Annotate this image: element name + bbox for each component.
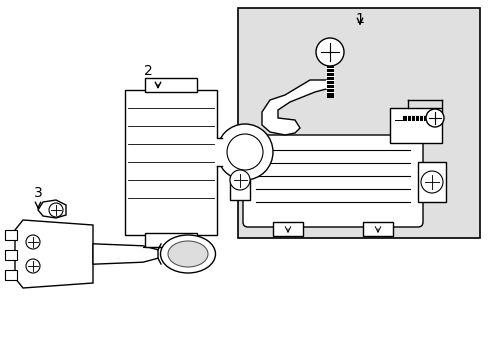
FancyBboxPatch shape <box>243 135 422 227</box>
Bar <box>229 160 249 200</box>
Bar <box>389 108 441 143</box>
Bar <box>215 138 223 166</box>
Polygon shape <box>93 244 158 264</box>
Circle shape <box>425 109 443 127</box>
Text: 2: 2 <box>143 64 152 78</box>
Bar <box>5 250 17 260</box>
Bar <box>417 162 445 202</box>
Ellipse shape <box>160 235 215 273</box>
Polygon shape <box>15 220 93 288</box>
Circle shape <box>226 134 263 170</box>
Polygon shape <box>262 80 329 135</box>
Bar <box>145 78 197 92</box>
Bar <box>5 270 17 280</box>
Circle shape <box>26 259 40 273</box>
Bar <box>362 222 392 236</box>
Ellipse shape <box>168 241 207 267</box>
Text: 1: 1 <box>355 12 364 26</box>
Polygon shape <box>38 200 66 218</box>
Circle shape <box>229 170 249 190</box>
Text: 3: 3 <box>34 186 42 200</box>
Circle shape <box>420 171 442 193</box>
Polygon shape <box>125 90 217 235</box>
Bar <box>238 8 479 238</box>
Circle shape <box>49 203 63 217</box>
Circle shape <box>315 38 343 66</box>
Bar <box>272 222 303 236</box>
Circle shape <box>217 124 272 180</box>
Bar <box>5 230 17 240</box>
Bar <box>145 233 197 247</box>
Circle shape <box>26 235 40 249</box>
